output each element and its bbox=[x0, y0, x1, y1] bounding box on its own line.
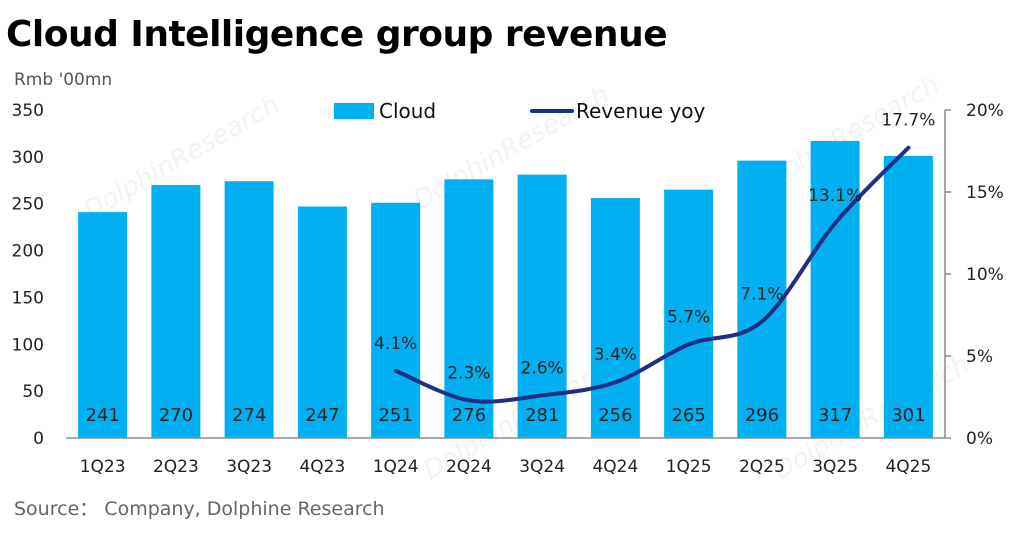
bar-value-label: 301 bbox=[891, 405, 925, 426]
left-axis-tick-label: 0 bbox=[33, 429, 44, 449]
bar-value-label: 274 bbox=[232, 405, 266, 426]
bar-value-labels: 241 270 274 247 251 276 281 256 265 296 317 301 bbox=[85, 405, 925, 426]
bar-cloud-1Q24 bbox=[371, 202, 421, 438]
x-axis-tick-label: 2Q25 bbox=[739, 457, 785, 477]
right-axis-tick-label: 0% bbox=[966, 429, 993, 449]
yoy-value-label: 7.1% bbox=[740, 285, 783, 305]
source-note: Source： Company, Dolphine Research bbox=[14, 498, 385, 520]
yoy-value-label: 2.6% bbox=[521, 358, 564, 378]
bar-value-label: 256 bbox=[598, 405, 632, 426]
x-axis-tick-label: 2Q23 bbox=[153, 457, 199, 477]
left-axis-tick-label: 300 bbox=[12, 148, 44, 168]
bar-value-label: 270 bbox=[159, 405, 193, 426]
left-axis-tick-label: 250 bbox=[12, 195, 44, 215]
yoy-value-label: 13.1% bbox=[808, 186, 862, 206]
left-axis-tick-label: 100 bbox=[12, 335, 44, 355]
x-axis-tick-label: 3Q25 bbox=[812, 457, 858, 477]
bar-value-label: 247 bbox=[305, 405, 339, 426]
watermark-text: DolphinResearch bbox=[769, 350, 975, 486]
x-axis-tick-label: 3Q23 bbox=[226, 457, 272, 477]
bar-cloud-4Q23 bbox=[297, 206, 347, 438]
right-axis-tick-label: 20% bbox=[966, 101, 1004, 121]
bar-value-label: 296 bbox=[745, 405, 779, 426]
bar-value-label: 276 bbox=[452, 405, 486, 426]
bar-cloud-2Q25 bbox=[737, 160, 787, 438]
x-axis-tick-label: 4Q23 bbox=[299, 457, 345, 477]
x-axis-tick-label: 2Q24 bbox=[446, 457, 492, 477]
bar-cloud-1Q23 bbox=[78, 212, 128, 438]
x-axis-tick-label: 4Q24 bbox=[592, 457, 638, 477]
right-axis-tick-label: 5% bbox=[966, 347, 993, 367]
bar-cloud-1Q25 bbox=[664, 189, 714, 438]
bar-cloud-2Q23 bbox=[151, 184, 201, 438]
legend-label-cloud: Cloud bbox=[379, 99, 436, 123]
revenue-yoy-line: 4.1% 2.3% 2.6% 3.4% 5.7% 7.1% 13.1% 17.7% bbox=[374, 111, 935, 404]
legend-swatch-cloud bbox=[334, 103, 374, 119]
x-axis-tick-label: 1Q23 bbox=[80, 457, 126, 477]
yoy-value-label: 4.1% bbox=[374, 334, 417, 354]
axes: 0 50 100 150 200 250 300 350 0% 5% 10% 15% 20% 1Q23 2Q… bbox=[12, 101, 1004, 477]
cloud-bars bbox=[78, 140, 933, 439]
bar-value-label: 281 bbox=[525, 405, 559, 426]
yoy-value-label: 5.7% bbox=[667, 308, 710, 328]
bar-value-label: 241 bbox=[85, 405, 119, 426]
right-axis-tick-label: 10% bbox=[966, 265, 1004, 285]
bar-cloud-3Q23 bbox=[224, 181, 274, 439]
x-axis-tick-label: 1Q25 bbox=[666, 457, 712, 477]
unit-label: Rmb '00mn bbox=[14, 70, 113, 90]
left-axis-tick-label: 200 bbox=[12, 242, 44, 262]
bar-cloud-4Q25 bbox=[883, 155, 933, 439]
yoy-value-label: 2.3% bbox=[447, 363, 490, 383]
legend: Cloud Revenue yoy bbox=[334, 99, 706, 123]
left-axis-tick-label: 350 bbox=[12, 101, 44, 121]
bar-value-label: 251 bbox=[378, 405, 412, 426]
yoy-value-label: 3.4% bbox=[594, 345, 637, 365]
left-axis-tick-label: 50 bbox=[22, 382, 44, 402]
bar-value-label: 317 bbox=[818, 405, 852, 426]
x-axis-tick-label: 3Q24 bbox=[519, 457, 565, 477]
right-axis-tick-label: 15% bbox=[966, 183, 1004, 203]
bar-cloud-3Q25 bbox=[810, 140, 860, 438]
x-axis-tick-label: 4Q25 bbox=[885, 457, 931, 477]
bar-cloud-4Q24 bbox=[590, 198, 640, 438]
left-axis-tick-label: 150 bbox=[12, 288, 44, 308]
yoy-value-label: 17.7% bbox=[881, 111, 935, 131]
legend-label-yoy: Revenue yoy bbox=[576, 99, 706, 123]
page-title: Cloud Intelligence group revenue bbox=[6, 14, 668, 55]
bar-value-label: 265 bbox=[671, 405, 705, 426]
revenue-yoy-series-line bbox=[393, 145, 911, 404]
x-axis-tick-label: 1Q24 bbox=[373, 457, 419, 477]
